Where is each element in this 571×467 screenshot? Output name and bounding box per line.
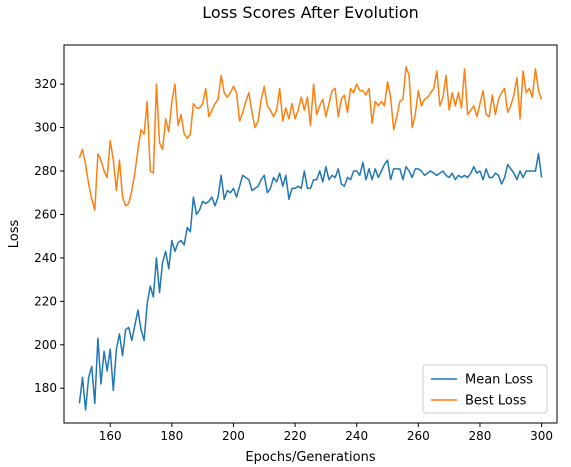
- y-tick-label: 260: [34, 207, 57, 221]
- legend-label-mean-loss: Mean Loss: [465, 373, 533, 388]
- plot-series: [78, 65, 543, 411]
- legend-box: [422, 364, 548, 414]
- x-axis-ticks: 160 180 200 220 240 260 280 300: [99, 423, 553, 443]
- x-axis-label: Epochs/Generations: [245, 450, 375, 465]
- x-tick-label: 300: [530, 429, 553, 443]
- y-tick-label: 220: [34, 294, 57, 308]
- x-tick-label: 160: [99, 429, 122, 443]
- y-tick-label: 180: [34, 381, 57, 395]
- y-tick-label: 320: [34, 77, 57, 91]
- y-tick-label: 300: [34, 121, 57, 135]
- x-tick-label: 180: [160, 429, 183, 443]
- y-tick-label: 200: [34, 338, 57, 352]
- y-tick-label: 280: [34, 164, 57, 178]
- x-tick-label: 200: [222, 429, 245, 443]
- series-line-mean-loss: [78, 152, 543, 411]
- x-tick-label: 260: [407, 429, 430, 443]
- x-tick-label: 220: [284, 429, 307, 443]
- x-tick-label: 280: [469, 429, 492, 443]
- y-tick-label: 240: [34, 251, 57, 265]
- y-axis-label: Loss: [7, 220, 22, 249]
- legend-label-best-loss: Best Loss: [465, 394, 527, 409]
- y-axis-ticks: 180 200 220 240 260 280 300 320: [34, 77, 64, 395]
- x-tick-label: 240: [345, 429, 368, 443]
- series-line-best-loss: [78, 65, 543, 211]
- chart-title: Loss Scores After Evolution: [202, 3, 419, 22]
- legend: Mean Loss Best Loss: [422, 364, 548, 414]
- plot-frame: [63, 44, 558, 424]
